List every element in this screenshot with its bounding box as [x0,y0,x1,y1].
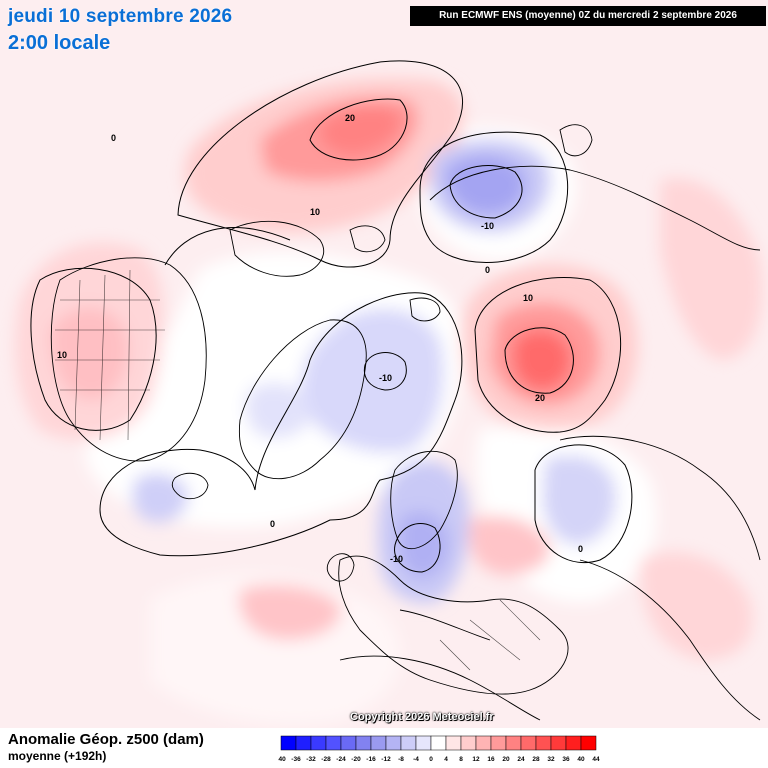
contour-label-0-greenland-west: 0 [111,133,116,143]
color-scale-tick-label: -16 [366,756,376,763]
color-scale-swatch [325,735,342,751]
anomaly-shading [15,78,763,724]
color-scale-tick-label: 12 [472,756,480,763]
variable-subtitle: moyenne (+192h) [8,749,107,763]
contour-lines [30,60,633,573]
coastlines [50,124,761,721]
variable-title: Anomalie Géop. z500 (dam) [8,731,204,748]
contour-label-minus10-europe: -10 [390,554,403,564]
contour-label-group: 0 20 10 -10 0 10 -10 10 20 0 -10 0 [57,113,583,564]
color-scale-swatch [535,735,552,751]
contour-label-0-atlantic: 0 [270,519,275,529]
contour-label-10-north-america: 10 [57,350,67,360]
run-info-banner: Run ECMWF ENS (moyenne) 0Z du mercredi 2… [410,6,766,26]
color-scale-swatch [415,735,432,751]
color-scale-tick-label: 36 [562,756,570,763]
color-scale-swatch [295,735,312,751]
color-scale-tick-label: -36 [291,756,301,763]
color-scale-swatch [310,735,327,751]
color-scale-tick-label: 32 [547,756,555,763]
contour-label-0-west-siberia: 0 [485,265,490,275]
color-scale-tick-label: 4 [444,756,448,763]
color-scale-swatch [550,735,567,751]
color-scale-tick-label: -4 [413,756,419,763]
color-scale-tick-label: 44 [592,756,600,763]
color-scale-tick-label: -40 [278,756,286,763]
color-scale-tick-label: 28 [532,756,540,763]
color-scale-tick-label: -12 [381,756,391,763]
color-scale-tick-label: -8 [398,756,404,763]
color-scale-swatch [385,735,402,751]
color-scale-swatch [490,735,507,751]
color-scale-swatch [505,735,522,751]
color-scale-tick-label: -20 [351,756,361,763]
color-scale-tick-label: 8 [459,756,463,763]
contour-label-20-north-pacific: 20 [345,113,355,123]
contour-label-20-ural: 20 [535,393,545,403]
admin-borders [55,269,541,671]
forecast-time: 2:00 locale [8,32,111,54]
contour-label-10-ural: 10 [523,293,533,303]
color-scale: -40-36-32-28-24-20-16-12-8-4048121620242… [278,735,600,763]
color-scale-swatch [400,735,417,751]
color-scale-swatch [370,735,387,751]
color-scale-swatch [355,735,372,751]
color-scale-swatch [475,735,492,751]
color-scale-swatch [340,735,357,751]
color-scale-tick-label: 40 [577,756,585,763]
color-scale-tick-label: 24 [517,756,525,763]
contour-label-minus10-arctic: -10 [379,373,392,383]
color-scale-swatch [445,735,462,751]
color-scale-tick-label: 20 [502,756,510,763]
copyright-text: Copyright 2026 Meteociel.fr [350,711,494,723]
color-scale-tick-label: -24 [336,756,346,763]
contour-label-minus10-west-siberia: -10 [481,221,494,231]
color-scale-tick-label: 16 [487,756,495,763]
color-scale-swatch [430,735,447,751]
color-scale-tick-label: -28 [321,756,331,763]
contour-label-10-north-pacific: 10 [310,207,320,217]
color-scale-swatch [565,735,582,751]
color-scale-swatch [280,735,297,751]
contour-label-0-middle-east: 0 [578,544,583,554]
color-scale-swatch [520,735,537,751]
color-scale-tick-label: 0 [429,756,433,763]
color-scale-swatch [580,735,597,751]
color-scale-swatch [460,735,477,751]
color-scale-tick-label: -32 [306,756,316,763]
forecast-date: jeudi 10 septembre 2026 [8,6,233,27]
